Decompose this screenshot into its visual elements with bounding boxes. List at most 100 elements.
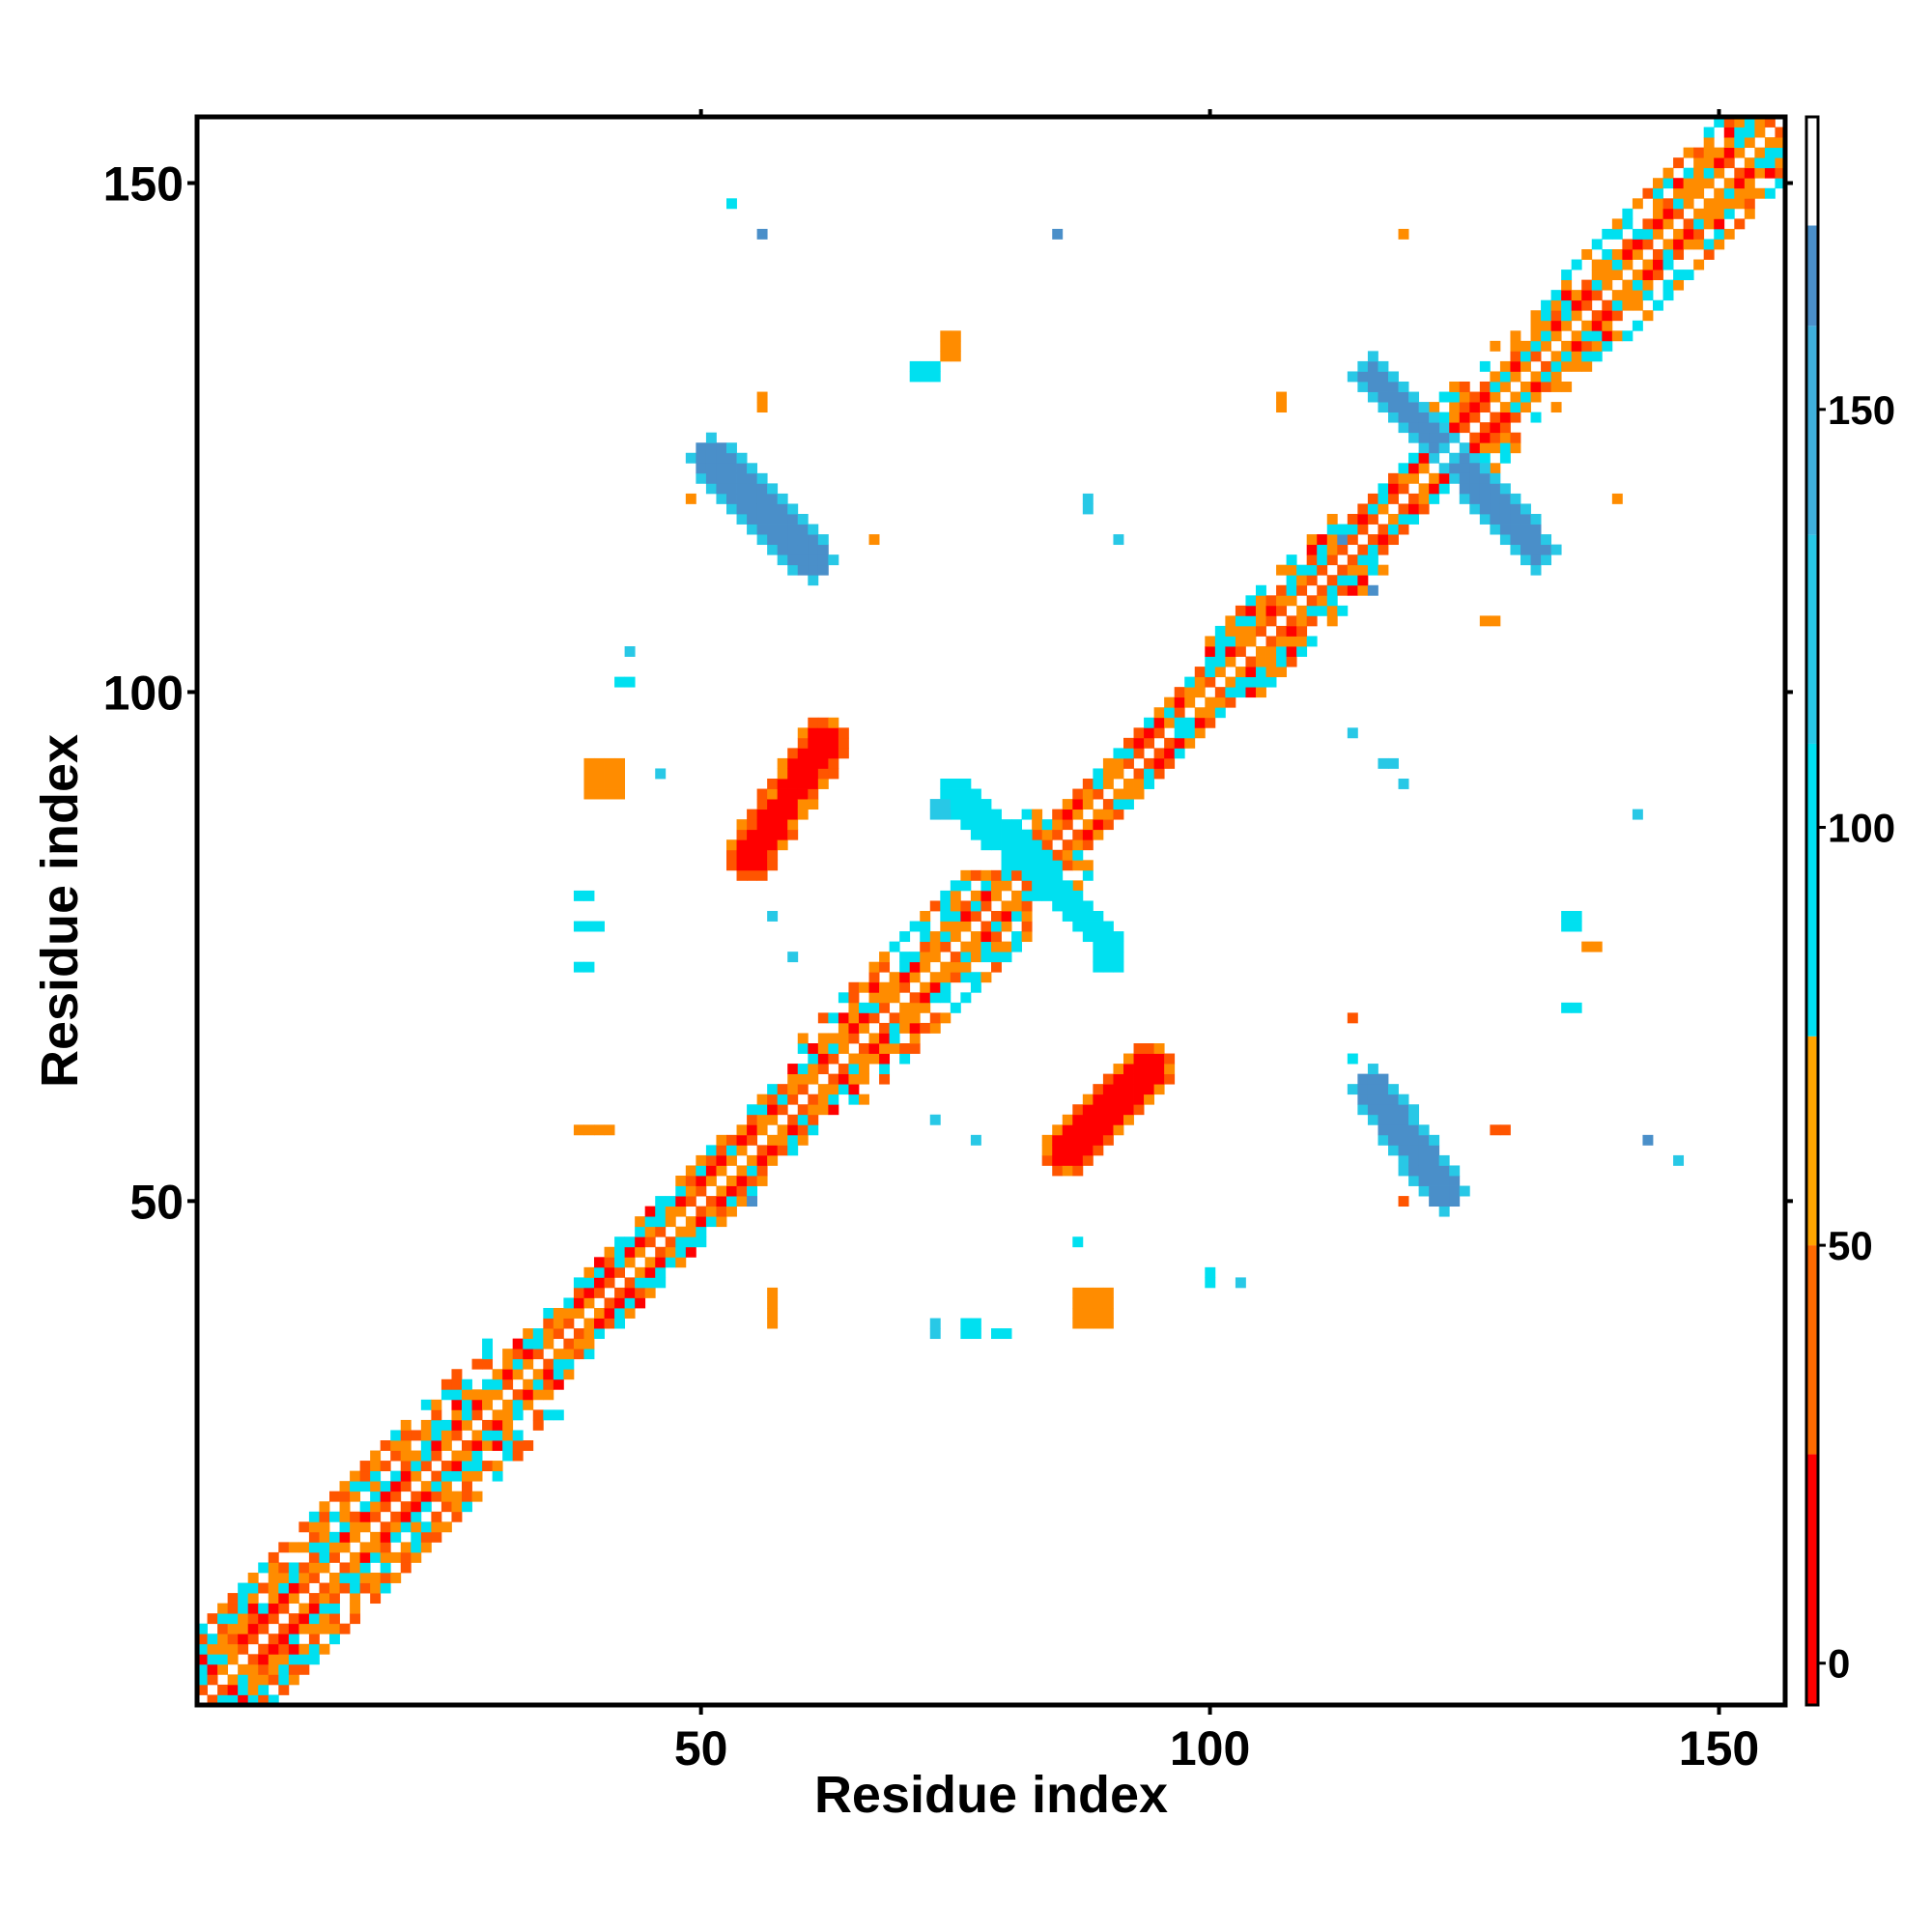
heatmap-cell [207, 1663, 218, 1675]
heatmap-cell [1550, 320, 1562, 331]
heatmap-cell [319, 1531, 330, 1543]
heatmap-cell [1490, 432, 1501, 443]
heatmap-cell [1306, 615, 1318, 627]
heatmap-cell [197, 1623, 208, 1634]
heatmap-cell [1561, 290, 1573, 301]
heatmap-cell [482, 1349, 494, 1360]
heatmap-cell [726, 503, 737, 515]
heatmap-cell [1418, 493, 1430, 504]
heatmap-cell [1673, 239, 1685, 250]
heatmap-cell [1723, 187, 1735, 199]
heatmap-cell [1001, 880, 1012, 892]
heatmap-cell [308, 1573, 320, 1583]
heatmap-cell [431, 1521, 442, 1533]
heatmap-cell [1591, 290, 1603, 301]
heatmap-cell [420, 1419, 432, 1431]
heatmap-cell [960, 1328, 972, 1340]
heatmap-cell [1653, 187, 1663, 199]
heatmap-cell [1062, 809, 1073, 820]
heatmap-cell [1611, 299, 1623, 311]
heatmap-cell [1611, 493, 1623, 504]
heatmap-cell [1021, 869, 1033, 881]
heatmap-cell [1367, 534, 1378, 546]
heatmap-cell [868, 1043, 880, 1054]
heatmap-cell [1082, 1297, 1094, 1309]
heatmap-cell [1041, 880, 1053, 892]
heatmap-cell [1479, 493, 1491, 504]
heatmap-cell [350, 1613, 361, 1625]
heatmap-cell [523, 1399, 534, 1410]
heatmap-cell [940, 900, 952, 912]
heatmap-cell [787, 1114, 799, 1125]
heatmap-cell [808, 1104, 819, 1116]
heatmap-cell [1276, 402, 1288, 413]
heatmap-cell [777, 779, 788, 789]
heatmap-cell [879, 961, 891, 973]
heatmap-cell [808, 717, 819, 728]
heatmap-cell [400, 1551, 412, 1563]
heatmap-cell [889, 972, 900, 983]
heatmap-cell [1530, 382, 1542, 392]
heatmap-cell [1632, 270, 1643, 281]
heatmap-cell [1561, 921, 1573, 932]
heatmap-cell [1490, 463, 1501, 474]
heatmap-cell [1571, 259, 1582, 270]
heatmap-cell [980, 799, 992, 810]
heatmap-cell [991, 819, 1002, 831]
heatmap-cell [350, 1511, 361, 1522]
heatmap-cell [1062, 819, 1073, 831]
heatmap-cell [288, 1613, 299, 1625]
heatmap-cell [258, 1694, 270, 1706]
heatmap-cell [756, 514, 768, 525]
heatmap-cell [817, 1094, 829, 1105]
heatmap-cell [1408, 391, 1420, 403]
heatmap-cell [1642, 279, 1654, 291]
heatmap-cell [1438, 1176, 1450, 1186]
x-axis-title: Residue index [814, 1766, 1168, 1824]
heatmap-cell [1561, 279, 1573, 291]
heatmap-cell [1459, 452, 1470, 464]
heatmap-cell [1734, 218, 1746, 230]
heatmap-cell [583, 1349, 595, 1360]
heatmap-cell [1571, 330, 1582, 342]
heatmap-cell [929, 1318, 941, 1329]
heatmap-cell [1408, 514, 1420, 525]
heatmap-cell [197, 1654, 208, 1665]
heatmap-cell [604, 768, 615, 780]
heatmap-cell [1256, 676, 1266, 688]
heatmap-cell [838, 748, 849, 759]
heatmap-cell [1662, 239, 1674, 250]
heatmap-cell [1429, 493, 1440, 504]
heatmap-cell [635, 1246, 646, 1258]
heatmap-cell [1296, 564, 1308, 576]
heatmap-cell [411, 1470, 422, 1482]
heatmap-cell [1398, 1196, 1409, 1208]
colorbar-tick-label: 100 [1828, 805, 1895, 850]
heatmap-cell [1490, 1124, 1501, 1136]
heatmap-cell [512, 1349, 524, 1360]
heatmap-cell [1133, 1084, 1145, 1095]
heatmap-cell [1357, 382, 1369, 392]
heatmap-cell [390, 1430, 402, 1441]
heatmap-cell [247, 1654, 259, 1665]
heatmap-cell [1408, 463, 1420, 474]
heatmap-cell [1214, 625, 1226, 637]
heatmap-cell [553, 1308, 564, 1319]
heatmap-cell [1530, 554, 1542, 566]
heatmap-cell [1367, 1094, 1378, 1105]
heatmap-cell [1082, 493, 1094, 504]
heatmap-cell [991, 880, 1002, 892]
heatmap-cell [420, 1461, 432, 1472]
heatmap-cell [400, 1440, 412, 1451]
heatmap-cell [308, 1511, 320, 1522]
heatmap-cell [512, 1358, 524, 1370]
heatmap-cell [1256, 584, 1266, 596]
heatmap-cell [1072, 1134, 1084, 1146]
heatmap-cell [1235, 646, 1246, 657]
heatmap-cell [1581, 330, 1593, 342]
heatmap-cell [1734, 117, 1746, 128]
heatmap-cell [1133, 1094, 1145, 1105]
heatmap-cell [859, 1053, 869, 1065]
heatmap-cell [1317, 534, 1328, 546]
heatmap-cell [644, 1257, 656, 1268]
